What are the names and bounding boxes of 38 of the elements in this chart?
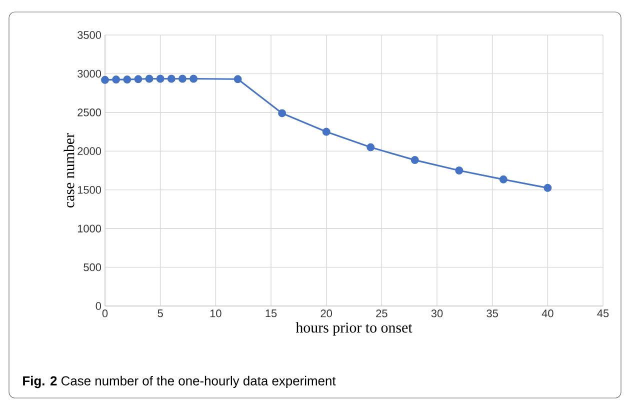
x-axis-title: hours prior to onset xyxy=(296,322,412,336)
point xyxy=(499,175,508,184)
x-tick-label: 0 xyxy=(102,310,108,318)
point xyxy=(134,75,142,84)
x-tick-label: 10 xyxy=(210,310,222,318)
x-tick-label: 30 xyxy=(431,310,443,318)
point xyxy=(322,128,330,136)
y-tick-label: 2000 xyxy=(78,147,102,156)
point xyxy=(410,156,419,164)
x-tick-label: 15 xyxy=(266,310,277,318)
x-tick-label: 45 xyxy=(597,310,609,318)
point xyxy=(234,75,242,84)
y-tick-label: 500 xyxy=(84,263,102,272)
y-tick-label: 3500 xyxy=(78,31,102,39)
x-tick-label: 5 xyxy=(158,310,163,318)
point xyxy=(278,109,286,118)
y-tick-label: 0 xyxy=(96,302,102,310)
x-tick-label: 40 xyxy=(542,310,554,318)
point xyxy=(112,76,120,84)
y-tick-label: 1000 xyxy=(78,224,102,232)
point xyxy=(156,74,164,83)
point xyxy=(366,143,375,152)
point xyxy=(167,74,176,83)
point xyxy=(455,166,464,174)
y-tick-label: 3000 xyxy=(78,70,102,78)
point xyxy=(145,74,154,83)
point xyxy=(544,184,552,192)
y-tick-label: 1500 xyxy=(78,186,102,194)
x-tick-label: 25 xyxy=(376,310,388,318)
point xyxy=(190,74,198,83)
y-tick-label: 2500 xyxy=(78,108,102,116)
x-tick-label: 35 xyxy=(486,310,498,318)
x-tick-label: 20 xyxy=(320,310,332,318)
point xyxy=(101,76,109,84)
y-axis-title: case number xyxy=(64,133,74,208)
point xyxy=(178,74,186,83)
text: Fig. 2 Case number of the one-hourly data experiment xyxy=(23,376,336,388)
point xyxy=(123,76,132,84)
